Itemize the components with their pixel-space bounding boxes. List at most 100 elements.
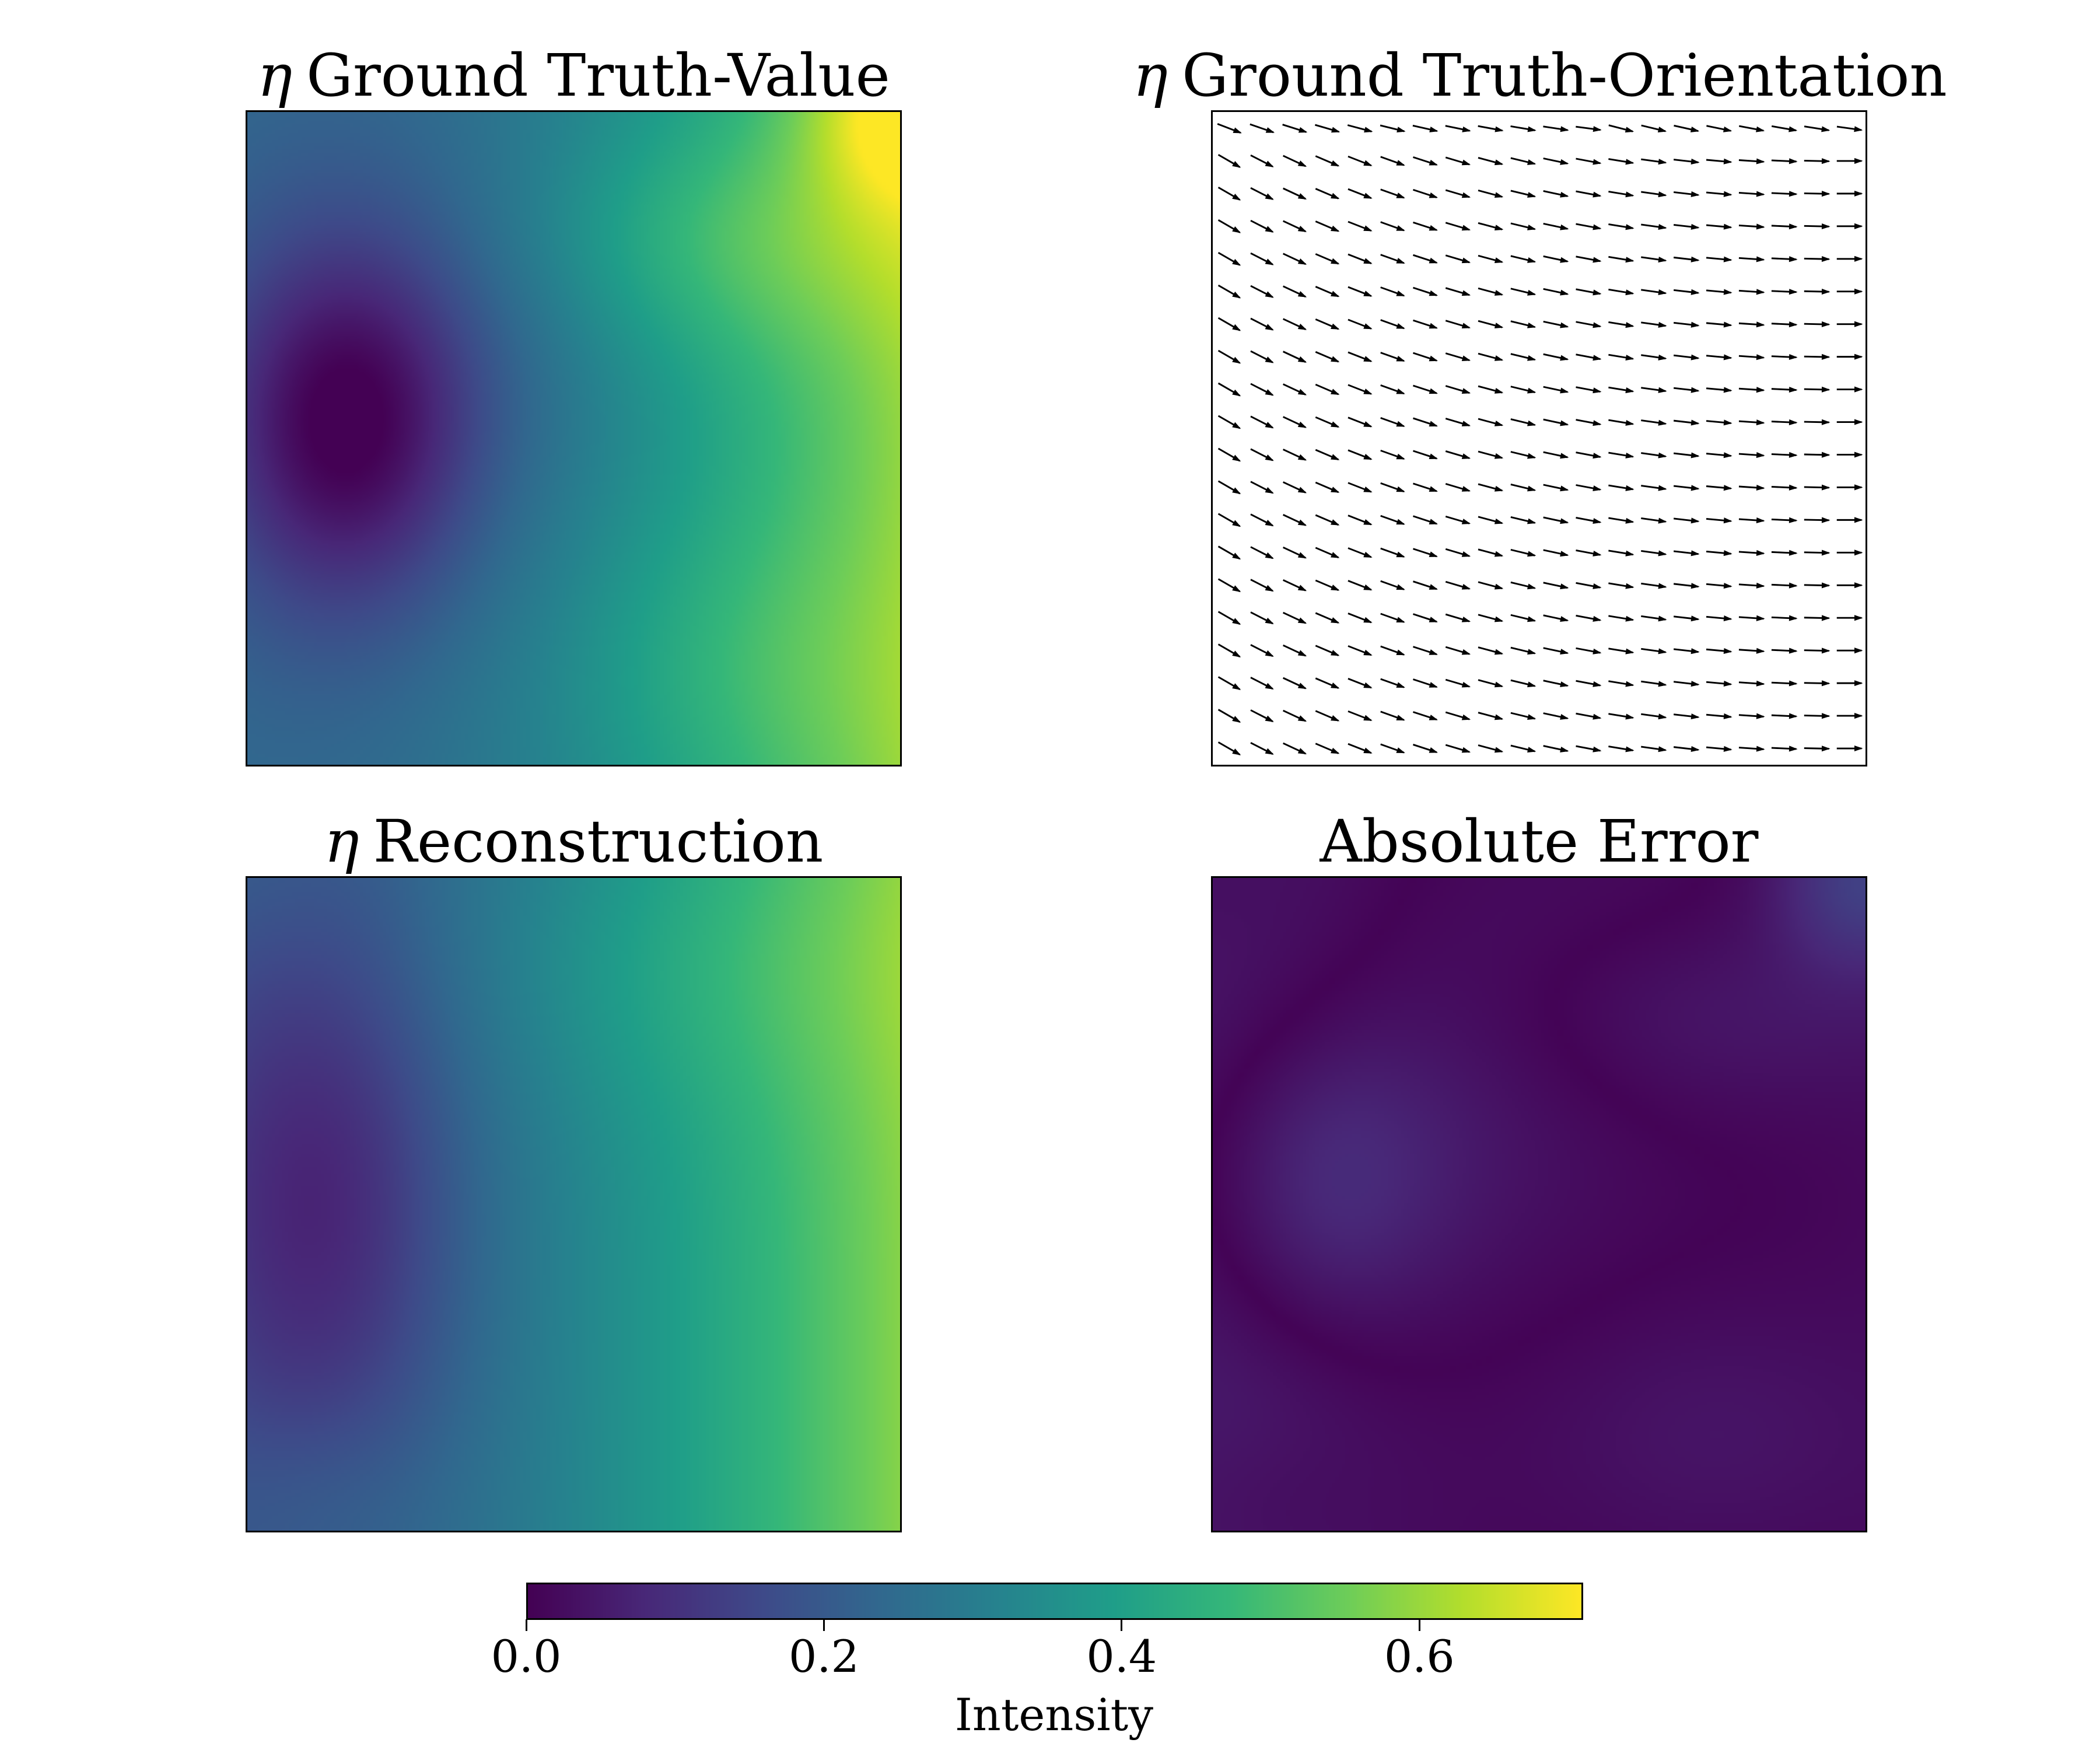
quiver-arrow [1771, 517, 1798, 523]
quiver-arrow [1641, 321, 1667, 328]
quiver-arrow [1315, 220, 1340, 232]
quiver-arrow [1804, 680, 1831, 687]
quiver-arrow [1771, 223, 1798, 230]
quiver-arrow [1250, 123, 1275, 134]
quiver-arrow [1380, 384, 1405, 395]
quiver-arrow [1738, 158, 1765, 164]
quiver-arrow [1380, 124, 1406, 132]
quiver-arrow [1282, 644, 1307, 657]
quiver-arrow [1576, 712, 1602, 720]
quiver-arrow [1348, 547, 1373, 558]
quiver-arrow [1641, 419, 1667, 426]
quiver-arrow [1738, 517, 1765, 524]
quiver-arrow [1510, 614, 1536, 622]
quiver-arrow [1315, 253, 1340, 265]
quiver-arrow [1413, 580, 1438, 590]
quiver-arrow [1282, 742, 1307, 755]
quiver-arrow [1413, 286, 1438, 296]
quiver-arrow [1771, 680, 1798, 687]
quiver-arrow [1445, 418, 1471, 426]
quiver-arrow [1738, 289, 1765, 295]
quiver-arrow [1706, 223, 1732, 230]
quiver-arrow [1771, 158, 1798, 164]
quiver-arrow [1250, 709, 1274, 723]
quiver-arrow [1673, 746, 1700, 752]
quiver-arrow [1380, 710, 1405, 721]
quiver-arrow [1738, 582, 1765, 589]
quiver-arrow [1478, 450, 1504, 459]
quiver-arrow [1836, 125, 1863, 132]
quiver-arrow [1315, 677, 1340, 689]
quiver-arrow [1250, 252, 1274, 265]
quiver-arrow [1576, 452, 1602, 459]
quiver-arrow [1250, 611, 1274, 625]
quiver-arrow [1836, 223, 1863, 229]
gt-value-canvas [247, 112, 900, 765]
quiver-arrow [1543, 190, 1569, 198]
quiver-arrow [1706, 583, 1732, 589]
quiver-arrow [1706, 713, 1732, 719]
quiver-arrow [1706, 191, 1732, 197]
quiver-arrow [1576, 288, 1602, 296]
quiver-arrow [1348, 188, 1373, 199]
quiver-arrow [1608, 256, 1634, 263]
quiver-arrow [1706, 125, 1732, 132]
quiver-arrow [1445, 678, 1471, 688]
quiver-arrow [1706, 387, 1732, 393]
quiver-arrow [1413, 221, 1438, 231]
quiver-arrow [1250, 219, 1274, 233]
quiver-arrow [1771, 125, 1798, 132]
quiver-arrow [1445, 450, 1471, 459]
quiver-arrow [1608, 615, 1634, 622]
quiver-arrow [1217, 415, 1241, 429]
quiver-arrow [1348, 220, 1373, 232]
quiver-arrow [1315, 155, 1340, 167]
quiver-arrow [1282, 155, 1307, 167]
quiver-arrow [1641, 746, 1667, 752]
quiver-arrow [1804, 321, 1831, 327]
quiver-arrow [1576, 549, 1602, 556]
quiver-arrow [1217, 349, 1241, 364]
quiver-arrow [1771, 484, 1798, 491]
eta-symbol: η [1133, 41, 1168, 110]
quiver-arrow [1315, 645, 1340, 656]
quiver-arrow [1706, 746, 1732, 752]
quiver-arrow [1478, 516, 1504, 524]
quiver-arrow [1217, 447, 1241, 462]
quiver-arrow [1804, 550, 1831, 556]
abs-error-canvas [1213, 878, 1866, 1531]
quiver-arrow [1738, 550, 1765, 556]
quiver-arrow [1771, 746, 1798, 752]
quiver-arrow [1608, 517, 1634, 524]
quiver-arrow [1608, 680, 1634, 687]
quiver-arrow [1250, 154, 1274, 167]
quiver-arrow [1380, 482, 1405, 492]
quiver-arrow [1282, 709, 1307, 722]
colorbar-tick [822, 1619, 825, 1631]
quiver-arrow [1706, 289, 1732, 295]
quiver-arrow [1836, 648, 1863, 654]
quiver-arrow [1804, 484, 1831, 491]
quiver-arrow [1673, 387, 1700, 393]
quiver-arrow [1217, 382, 1241, 397]
quiver-arrow [1413, 613, 1438, 623]
quiver-arrow [1706, 158, 1732, 164]
quiver-arrow [1673, 517, 1700, 524]
quiver-arrow [1445, 254, 1471, 264]
quiver-arrow [1315, 612, 1340, 624]
quiver-arrow [1315, 318, 1340, 330]
quiver-arrow [1836, 517, 1863, 523]
quiver-arrow [1706, 419, 1732, 426]
quiver-arrow [1348, 645, 1373, 656]
quiver-arrow [1510, 679, 1536, 688]
quiver-arrow [1641, 615, 1667, 622]
quiver-arrow [1217, 186, 1241, 201]
quiver-arrow [1738, 713, 1765, 719]
abs-error-heatmap [1211, 876, 1867, 1532]
quiver-arrow [1348, 318, 1373, 330]
quiver-arrow [1217, 578, 1241, 593]
quiver-arrow [1445, 515, 1471, 524]
quiver-arrow [1510, 320, 1536, 328]
quiver-arrow [1673, 289, 1700, 295]
reconstruction-heatmap [246, 876, 902, 1532]
